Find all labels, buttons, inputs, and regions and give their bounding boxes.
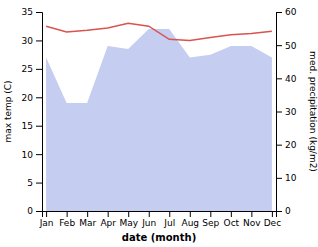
tick-mark <box>149 211 150 217</box>
y-axis: 0 5 10 15 20 25 30 35 <box>22 7 43 216</box>
tick-mark <box>210 211 211 217</box>
tick: Sep <box>202 211 219 228</box>
tick-label: Aug <box>182 218 200 228</box>
tick-label: 25 <box>22 64 33 74</box>
tick-label: Apr <box>100 218 116 228</box>
tick-label: 15 <box>22 121 33 131</box>
precipitation-area <box>46 29 272 211</box>
tick-mark <box>36 126 42 127</box>
tick-label: 0 <box>285 206 291 216</box>
tick: 5 <box>27 178 42 188</box>
tick-mark <box>276 178 282 179</box>
tick-label: May <box>119 218 138 228</box>
tick-mark <box>276 78 282 79</box>
tick: 10 <box>276 173 297 183</box>
tick-mark <box>231 211 232 217</box>
tick-mark <box>36 183 42 184</box>
tick: Feb <box>59 211 75 228</box>
tick-label: Mar <box>79 218 96 228</box>
tick-label: Jun <box>141 218 156 228</box>
tick: 30 <box>22 36 42 46</box>
x-axis-title: date (month) <box>122 232 196 243</box>
tick-mark <box>36 12 42 13</box>
tick: 20 <box>276 140 297 150</box>
tick: Jul <box>163 211 175 228</box>
tick-mark <box>276 145 282 146</box>
tick-mark <box>46 211 47 217</box>
tick: May <box>119 211 138 228</box>
tick: 35 <box>22 7 42 17</box>
tick-mark <box>169 211 170 217</box>
temperature-line <box>46 23 272 40</box>
tick: 20 <box>22 93 42 103</box>
tick-label: Nov <box>243 218 261 228</box>
tick-mark <box>276 45 282 46</box>
tick-mark <box>87 211 88 217</box>
tick-label: 10 <box>285 173 297 183</box>
tick-label: 5 <box>27 178 33 188</box>
tick-label: Oct <box>224 218 240 228</box>
tick-label: Jan <box>39 218 54 228</box>
tick: 40 <box>276 74 297 84</box>
chart: Jan Feb Mar AprMayJun Jul AugSep OctNovDec 0 5 10… <box>0 0 318 247</box>
tick-mark <box>276 12 282 13</box>
tick-label: Sep <box>202 218 219 228</box>
tick: Mar <box>79 211 96 228</box>
tick-mark <box>36 211 42 212</box>
tick-label: 30 <box>22 36 34 46</box>
tick: 0 <box>276 206 291 216</box>
tick-mark <box>251 211 252 217</box>
tick-label: 60 <box>285 7 297 17</box>
tick: Apr <box>100 211 116 228</box>
tick-mark <box>36 69 42 70</box>
tick-label: 35 <box>22 7 33 17</box>
tick-label: 40 <box>285 74 297 84</box>
tick-label: Jul <box>163 218 175 228</box>
tick: 60 <box>276 7 297 17</box>
tick: 10 <box>22 150 42 160</box>
tick-mark <box>128 211 129 217</box>
tick-mark <box>36 154 42 155</box>
tick: Oct <box>224 211 240 228</box>
tick-mark <box>36 40 42 41</box>
axis-line <box>36 13 43 212</box>
tick: 25 <box>22 64 42 74</box>
tick-label: Dec <box>264 218 281 228</box>
tick-label: 30 <box>285 107 297 117</box>
tick-mark <box>276 112 282 113</box>
tick-mark <box>272 211 273 217</box>
tick: 30 <box>276 107 297 117</box>
tick-mark <box>276 211 282 212</box>
tick-mark <box>190 211 191 217</box>
tick-label: 20 <box>285 140 297 150</box>
tick-mark <box>108 211 109 217</box>
axis-line <box>277 13 283 212</box>
tick: 0 <box>27 206 42 216</box>
axis-line <box>43 212 277 218</box>
tick-label: 20 <box>22 93 34 103</box>
tick: Nov <box>243 211 261 228</box>
y-axis-title: max temp (C) <box>3 80 13 142</box>
tick: Aug <box>182 211 200 228</box>
tick: 15 <box>22 121 42 131</box>
tick-label: Feb <box>59 218 75 228</box>
tick-label: 50 <box>285 41 297 51</box>
y2-axis-title: med. precipitation (kg/m2) <box>308 51 318 172</box>
tick: Dec <box>264 211 281 228</box>
plot: Jan Feb Mar AprMayJun Jul AugSep OctNovDec 0 5 10… <box>22 7 297 228</box>
tick: 50 <box>276 41 297 51</box>
tick: Jun <box>141 211 156 228</box>
y2-axis: 0 10 20 30 40 50 60 <box>276 7 297 216</box>
tick-label: 10 <box>22 150 34 160</box>
tick: Jan <box>39 211 54 228</box>
x-axis: Jan Feb Mar AprMayJun Jul AugSep OctNovDec <box>39 211 281 228</box>
tick-label: 0 <box>27 206 33 216</box>
tick-mark <box>36 97 42 98</box>
tick-mark <box>67 211 68 217</box>
marks <box>46 23 272 211</box>
